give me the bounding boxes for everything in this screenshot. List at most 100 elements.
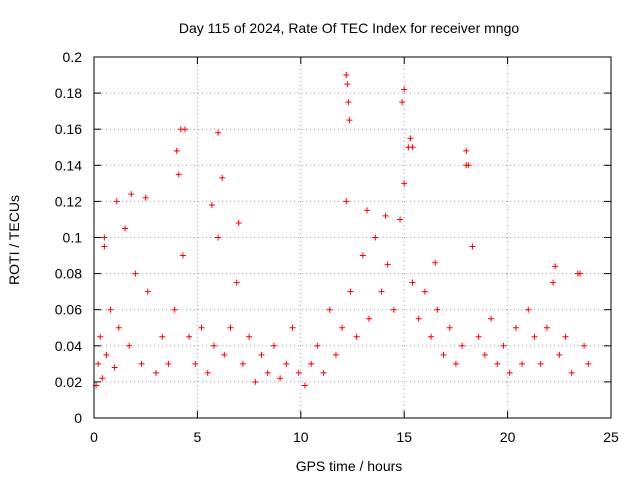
data-point [459, 342, 466, 349]
data-point [186, 333, 193, 340]
data-point [463, 147, 470, 154]
data-point [452, 360, 459, 367]
data-point [258, 351, 265, 358]
data-point [409, 144, 416, 151]
data-point [494, 360, 501, 367]
data-point [475, 333, 482, 340]
data-point [585, 360, 592, 367]
data-point [208, 202, 215, 209]
data-point [171, 306, 178, 313]
data-point [192, 360, 199, 367]
data-point [111, 364, 118, 371]
data-point [153, 369, 160, 376]
data-point [543, 324, 550, 331]
data-point [343, 72, 350, 79]
data-point [159, 333, 166, 340]
data-point [363, 207, 370, 214]
x-tick-labels: 0 5 10 15 20 25 [90, 429, 619, 445]
data-point [301, 382, 308, 389]
data-point [283, 360, 290, 367]
data-point [198, 324, 205, 331]
data-point [103, 351, 110, 358]
data-point [434, 306, 441, 313]
data-point [556, 351, 563, 358]
data-point [289, 324, 296, 331]
data-point [219, 174, 226, 181]
data-point [531, 333, 538, 340]
data-point [378, 288, 385, 295]
data-point [295, 369, 302, 376]
data-point [215, 129, 222, 136]
data-point [107, 306, 114, 313]
data-point [165, 360, 172, 367]
data-point [384, 261, 391, 268]
data-point [366, 315, 373, 322]
data-point [359, 252, 366, 259]
data-point [428, 333, 435, 340]
data-point [372, 234, 379, 241]
x-tick-label: 0 [90, 429, 98, 445]
data-point [210, 342, 217, 349]
data-point [469, 243, 476, 250]
data-point [397, 216, 404, 223]
data-point [175, 171, 182, 178]
y-tick-label: 0.08 [55, 266, 82, 282]
data-point [181, 126, 188, 133]
data-point [239, 360, 246, 367]
data-point [345, 99, 352, 106]
data-point [415, 315, 422, 322]
data-point [95, 360, 102, 367]
data-point [568, 369, 575, 376]
data-point [481, 351, 488, 358]
data-point [401, 180, 408, 187]
data-point [264, 369, 271, 376]
y-tick-label: 0.2 [63, 49, 83, 65]
data-point [320, 369, 327, 376]
data-point [179, 252, 186, 259]
data-point [552, 263, 559, 270]
data-point [115, 324, 122, 331]
data-point [204, 369, 211, 376]
y-tick-labels: 0 0.02 0.04 0.06 0.08 0.1 0.12 0.14 0.16 0.18 0.2 [55, 49, 82, 426]
data-point [270, 342, 277, 349]
data-point [401, 86, 408, 93]
data-point [233, 279, 240, 286]
x-axis-label: GPS time / hours [296, 458, 403, 474]
y-tick-label: 0.14 [55, 157, 82, 173]
x-tick-label: 20 [500, 429, 516, 445]
data-point [409, 279, 416, 286]
data-point [343, 198, 350, 205]
data-point [99, 375, 106, 382]
data-point [581, 342, 588, 349]
data-point [353, 333, 360, 340]
data-point [308, 360, 315, 367]
data-point [421, 288, 428, 295]
data-point [465, 162, 472, 169]
y-tick-label: 0.06 [55, 302, 82, 318]
data-point [314, 342, 321, 349]
y-tick-label: 0.1 [63, 230, 83, 246]
data-point [562, 333, 569, 340]
data-point [440, 351, 447, 358]
data-point [344, 81, 351, 88]
data-point [332, 351, 339, 358]
data-point [173, 147, 180, 154]
data-point [488, 315, 495, 322]
x-tick-label: 10 [293, 429, 309, 445]
data-point [227, 324, 234, 331]
data-point [132, 270, 139, 277]
data-point [277, 375, 284, 382]
data-point [537, 360, 544, 367]
grid-lines [94, 57, 611, 418]
data-point [142, 194, 149, 201]
data-point [506, 369, 513, 376]
data-point [407, 135, 414, 142]
data-point [339, 324, 346, 331]
data-point [525, 306, 532, 313]
data-point [347, 288, 354, 295]
data-point [128, 191, 135, 198]
data-point [346, 117, 353, 124]
x-tick-label: 5 [194, 429, 202, 445]
